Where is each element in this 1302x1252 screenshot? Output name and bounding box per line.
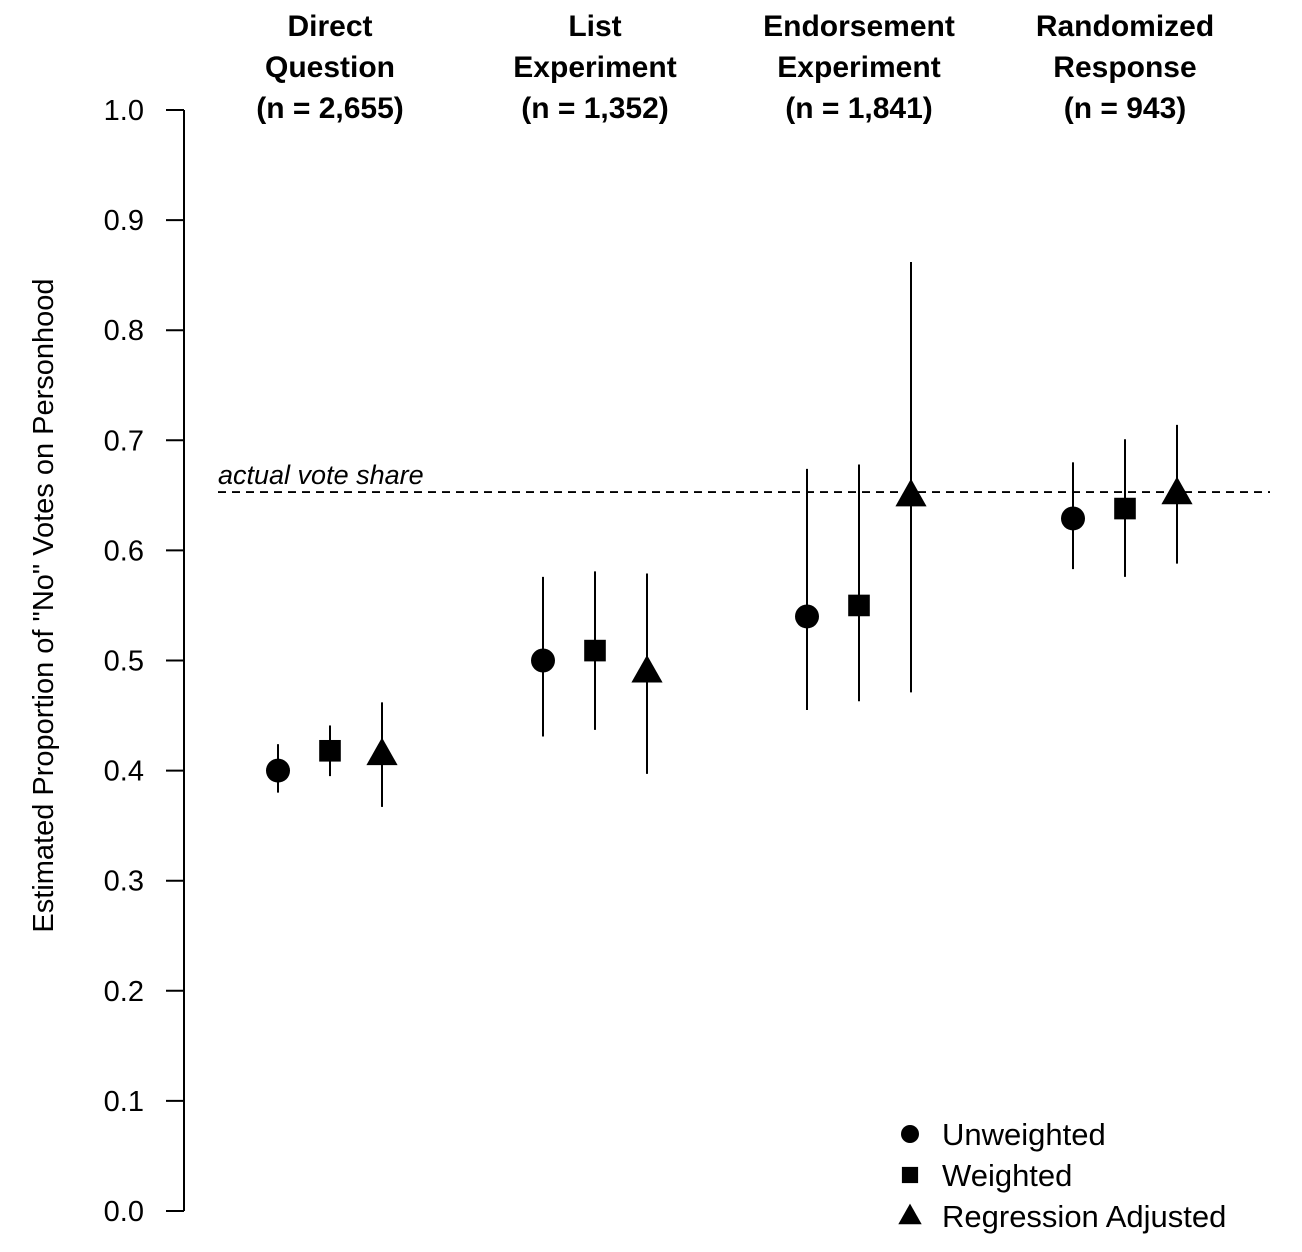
y-tick-label: 0.6 bbox=[104, 535, 144, 567]
group-label-line: (n = 1,352) bbox=[521, 92, 669, 125]
point-circle bbox=[266, 758, 290, 783]
group-label-line: Randomized bbox=[1036, 10, 1214, 43]
y-tick-label: 0.4 bbox=[104, 756, 144, 788]
point-triangle bbox=[366, 737, 398, 766]
point-triangle bbox=[631, 654, 663, 683]
group-label-line: (n = 1,841) bbox=[785, 92, 933, 125]
y-tick-label: 0.1 bbox=[104, 1086, 144, 1118]
legend-label: Regression Adjusted bbox=[942, 1199, 1226, 1234]
group-label-line: Experiment bbox=[777, 51, 940, 84]
group-label-line: Direct bbox=[287, 10, 372, 43]
reference-line-group: actual vote share bbox=[218, 460, 1270, 493]
legend-marker-circle bbox=[901, 1125, 919, 1143]
group-label-line: List bbox=[568, 10, 621, 43]
legend-label: Unweighted bbox=[942, 1117, 1106, 1152]
legend-marker-triangle bbox=[898, 1203, 922, 1225]
group-label-line: Endorsement bbox=[763, 10, 955, 43]
point-square bbox=[1114, 497, 1136, 520]
point-square bbox=[848, 594, 870, 617]
legend-marker-square bbox=[901, 1166, 919, 1184]
y-tick-label: 0.2 bbox=[104, 976, 144, 1008]
y-tick-label: 0.3 bbox=[104, 866, 144, 898]
point-circle bbox=[531, 648, 555, 673]
y-tick-label: 0.8 bbox=[104, 315, 144, 347]
y-tick-label: 1.0 bbox=[104, 95, 144, 127]
group-labels: Direct Question (n = 2,655) List Experiment (… bbox=[256, 10, 1214, 125]
y-axis-label: Estimated Proportion of "No" Votes on Pe… bbox=[28, 278, 60, 932]
group-label-line: (n = 2,655) bbox=[256, 92, 404, 125]
point-square bbox=[584, 639, 606, 662]
y-tick-label: 0.7 bbox=[104, 425, 144, 457]
point-triangle bbox=[895, 478, 927, 507]
point-square bbox=[319, 739, 341, 762]
reference-line-label: actual vote share bbox=[218, 460, 424, 490]
data-points bbox=[266, 261, 1193, 807]
y-tick-label: 0.5 bbox=[104, 646, 144, 678]
legend: Unweighted Weighted Regression Adjusted bbox=[898, 1117, 1226, 1234]
group-label-line: (n = 943) bbox=[1064, 92, 1187, 125]
point-triangle bbox=[1161, 476, 1193, 505]
legend-label: Weighted bbox=[942, 1158, 1072, 1193]
group-label-line: Experiment bbox=[513, 51, 676, 84]
point-circle bbox=[795, 604, 819, 629]
y-axis: 0.0 0.1 0.2 0.3 0.4 0.5 0.6 0.7 0.8 0.9 1.0 Estimat… bbox=[28, 95, 185, 1228]
y-tick-label: 0.0 bbox=[104, 1196, 144, 1228]
point-circle bbox=[1061, 506, 1085, 531]
group-label-line: Response bbox=[1053, 51, 1196, 84]
group-label-line: Question bbox=[265, 51, 395, 84]
y-tick-label: 0.9 bbox=[104, 205, 144, 237]
